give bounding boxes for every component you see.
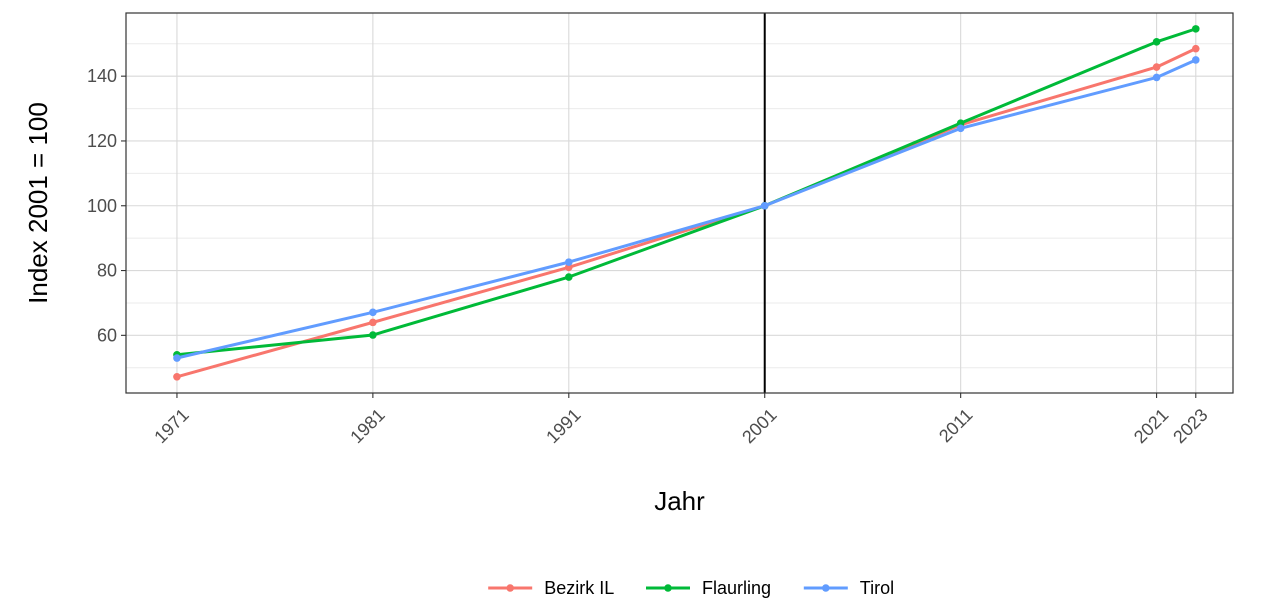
x-tick-label: 1981 xyxy=(346,405,388,447)
series-line xyxy=(175,47,1198,379)
data-point xyxy=(369,318,377,327)
legend-item: Tirol xyxy=(803,578,894,598)
data-point xyxy=(565,273,573,281)
data-point xyxy=(1191,25,1200,33)
series-bezirk-il xyxy=(173,44,1200,381)
x-tick-label: 1971 xyxy=(150,405,192,447)
legend-key-point xyxy=(664,584,672,592)
y-tick-label: 60 xyxy=(97,325,117,345)
major-gridlines xyxy=(126,13,1233,393)
series-line xyxy=(175,58,1198,360)
x-tick-label: 2011 xyxy=(935,405,977,447)
y-tick-label: 120 xyxy=(87,131,117,151)
series-line xyxy=(175,27,1198,357)
data-point xyxy=(1152,63,1161,71)
legend-key-point xyxy=(822,584,830,592)
data-point xyxy=(1152,73,1161,82)
x-tick-label: 2001 xyxy=(738,405,780,447)
data-point xyxy=(956,124,965,133)
x-tick-label: 2023 xyxy=(1169,405,1211,447)
y-axis-title: Index 2001 = 100 xyxy=(23,102,53,304)
legend: Bezirk IL Flaurling Tirol xyxy=(488,578,894,598)
legend-label: Flaurling xyxy=(702,578,771,598)
x-tick-label: 1991 xyxy=(542,405,584,447)
data-point xyxy=(369,308,377,317)
data-point xyxy=(760,201,769,210)
x-axis-title: Jahr xyxy=(654,486,705,516)
data-point xyxy=(173,373,181,381)
data-point xyxy=(1152,38,1161,46)
y-tick-label: 100 xyxy=(87,196,117,216)
data-point xyxy=(1191,44,1200,53)
y-tick-label: 80 xyxy=(97,261,117,281)
data-point xyxy=(173,354,181,362)
legend-item: Flaurling xyxy=(646,578,771,598)
series-flaurling xyxy=(173,25,1200,359)
y-axis-ticks: 60 80 100 120 140 xyxy=(87,66,126,345)
data-point xyxy=(1191,56,1200,64)
legend-key-point xyxy=(506,584,514,592)
y-tick-label: 140 xyxy=(87,66,117,86)
panel-border xyxy=(125,12,1234,394)
legend-label: Tirol xyxy=(860,578,894,598)
legend-item: Bezirk IL xyxy=(488,578,614,598)
data-point xyxy=(369,331,377,339)
legend-label: Bezirk IL xyxy=(544,578,614,598)
series-lines xyxy=(173,25,1200,381)
series-tirol xyxy=(173,56,1200,362)
data-point xyxy=(565,258,573,266)
x-tick-label: 2021 xyxy=(1130,405,1172,447)
